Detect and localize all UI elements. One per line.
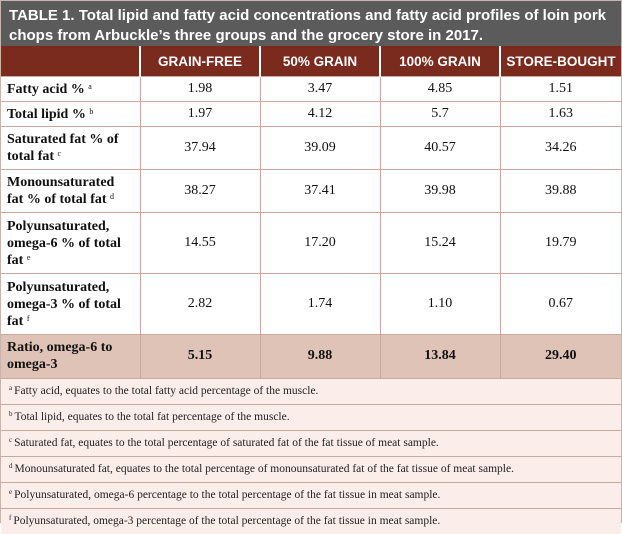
cell-value: 1.63 — [499, 101, 621, 127]
cell-value: 1.51 — [499, 76, 621, 102]
table-title-label: TABLE 1. — [9, 7, 75, 24]
cell-value: 4.12 — [259, 101, 380, 127]
footnote-mark: e — [9, 487, 13, 496]
row-label: Saturated fat % of total fat c — [1, 126, 140, 170]
cell-value: 14.55 — [139, 212, 260, 274]
row-label: Ratio, omega-6 to omega-3 — [1, 334, 140, 378]
table-row: Monounsaturated fat % of total fat d 38.… — [1, 169, 621, 213]
cell-value: 39.09 — [259, 126, 380, 170]
table-row: Total lipid % b 1.97 4.12 5.7 1.63 — [1, 101, 621, 127]
header-row: GRAIN-FREE 50% GRAIN 100% GRAIN STORE-BO… — [1, 46, 621, 77]
row-label: Polyunsaturated, omega-3 % of total fat … — [1, 273, 140, 335]
footnote-mark: b — [9, 409, 13, 418]
cell-value: 9.88 — [259, 334, 380, 378]
cell-value: 1.74 — [259, 273, 380, 335]
cell-value: 5.7 — [379, 101, 500, 127]
cell-value: 1.10 — [379, 273, 500, 335]
cell-value: 15.24 — [379, 212, 500, 274]
table-row: Saturated fat % of total fat c 37.94 39.… — [1, 126, 621, 170]
cell-value: 29.40 — [499, 334, 621, 378]
footnote-mark: b — [89, 106, 94, 116]
row-label: Polyunsaturated, omega-6 % of total fat … — [1, 212, 140, 274]
cell-value: 37.41 — [259, 169, 380, 213]
cell-value: 0.67 — [499, 273, 621, 335]
cell-value: 3.47 — [259, 76, 380, 102]
header-grain-free: GRAIN-FREE — [139, 46, 260, 77]
cell-value: 37.94 — [139, 126, 260, 170]
footnote-mark: f — [26, 313, 30, 323]
table-row: Fatty acid % a 1.98 3.47 4.85 1.51 — [1, 76, 621, 102]
footnote-mark: e — [26, 252, 31, 262]
cell-value: 13.84 — [379, 334, 500, 378]
footnote: e Polyunsaturated, omega-6 percentage to … — [1, 481, 621, 508]
header-100-grain: 100% GRAIN — [379, 46, 500, 77]
cell-value: 38.27 — [139, 169, 260, 213]
cell-value: 1.98 — [139, 76, 260, 102]
footnotes: a Fatty acid, equates to the total fatty … — [1, 377, 621, 534]
footnote: b Total lipid, equates to the total fat p… — [1, 403, 621, 430]
cell-value: 17.20 — [259, 212, 380, 274]
cell-value: 39.88 — [499, 169, 621, 213]
header-store-bought: STORE-BOUGHT — [499, 46, 621, 77]
footnote-mark: a — [9, 383, 13, 392]
footnote: f Polyunsaturated, omega-3 percentage of … — [1, 507, 621, 534]
cell-value: 1.97 — [139, 101, 260, 127]
table-row: Polyunsaturated, omega-6 % of total fat … — [1, 212, 621, 274]
table-row: Polyunsaturated, omega-3 % of total fat … — [1, 273, 621, 335]
table-title-text: Total lipid and fatty acid concentration… — [9, 7, 607, 44]
data-table: GRAIN-FREE 50% GRAIN 100% GRAIN STORE-BO… — [1, 46, 621, 378]
cell-value: 4.85 — [379, 76, 500, 102]
footnote-mark: c — [57, 149, 62, 158]
cell-value: 39.98 — [379, 169, 500, 213]
footnote-mark: d — [110, 192, 115, 201]
footnote-mark: a — [88, 81, 92, 91]
footnote: a Fatty acid, equates to the total fatty … — [1, 377, 621, 404]
row-label: Fatty acid % a — [1, 76, 140, 102]
row-label: Monounsaturated fat % of total fat d — [1, 169, 140, 213]
footnote: d Monounsaturated fat, equates to the tot… — [1, 455, 621, 482]
cell-value: 34.26 — [499, 126, 621, 170]
footnote-mark: c — [9, 435, 13, 444]
ratio-row: Ratio, omega-6 to omega-3 5.15 9.88 13.8… — [1, 334, 621, 378]
footnote: c Saturated fat, equates to the total per… — [1, 429, 621, 456]
cell-value: 5.15 — [139, 334, 260, 378]
table-title: TABLE 1. Total lipid and fatty acid conc… — [1, 1, 621, 46]
footnote-mark: f — [9, 513, 12, 522]
header-corner — [1, 46, 140, 77]
footnote-mark: d — [9, 461, 13, 470]
header-50-grain: 50% GRAIN — [259, 46, 380, 77]
cell-value: 19.79 — [499, 212, 621, 274]
cell-value: 40.57 — [379, 126, 500, 170]
cell-value: 2.82 — [139, 273, 260, 335]
row-label: Total lipid % b — [1, 101, 140, 127]
